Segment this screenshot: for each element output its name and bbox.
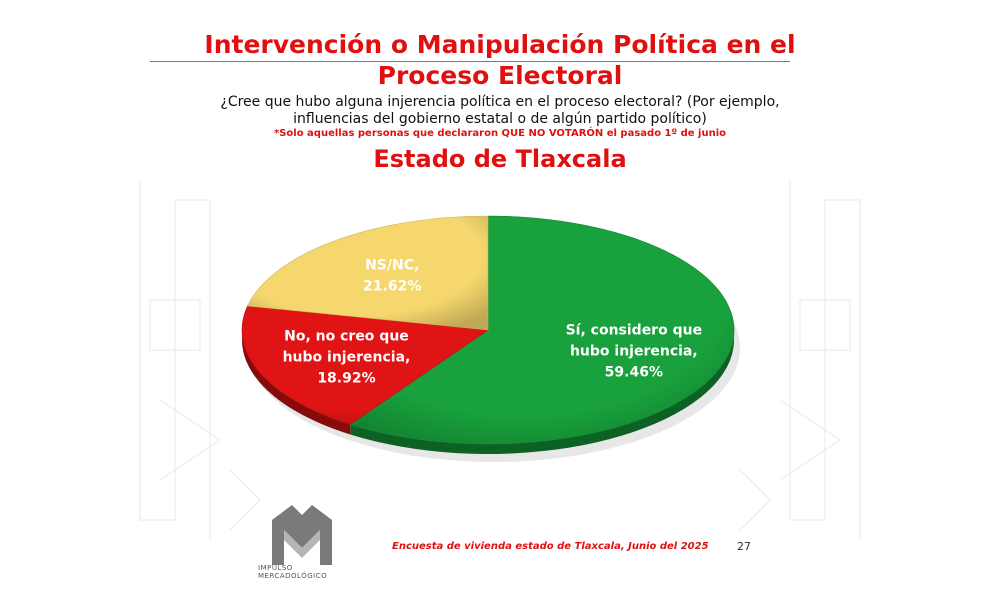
filter-note: *Solo aquellas personas que declararon Q… <box>273 128 727 139</box>
chart-title-line-2: Proceso Electoral <box>377 61 623 90</box>
logo-wordmark-line-2: MERCADOLÓGICO <box>258 572 328 580</box>
page-number: 27 <box>737 540 751 553</box>
slice-label-1-line-1: Sí, considero que <box>566 323 703 339</box>
pie-slice-1 <box>349 215 735 445</box>
pie-slice-3 <box>247 215 489 331</box>
slice-label-2: No, no creo que hubo injerencia, 18.92% <box>283 328 411 386</box>
title-underline <box>150 61 790 62</box>
slice-label-1: Sí, considero que hubo injerencia, 59.46% <box>566 323 703 381</box>
slice-label-1-line-3: 59.46% <box>605 365 663 381</box>
slice-label-2-line-2: hubo injerencia, <box>283 349 411 365</box>
survey-question: ¿Cree que hubo alguna injerencia polític… <box>150 94 850 128</box>
chart-subtitle: Estado de Tlaxcala <box>373 145 627 173</box>
slice-label-3: NS/NC, 21.62% <box>363 258 421 295</box>
survey-question-line-2: influencias del gobierno estatal o de al… <box>293 111 707 127</box>
slice-label-1-line-2: hubo injerencia, <box>570 344 698 360</box>
survey-question-line-1: ¿Cree que hubo alguna injerencia polític… <box>220 94 780 110</box>
logo-wordmark-line-1: IMPULSO <box>258 564 293 572</box>
slice-label-2-line-3: 18.92% <box>317 370 375 386</box>
source-note: Encuesta de vivienda estado de Tlaxcala,… <box>392 541 709 552</box>
slice-label-3-line-2: 21.62% <box>363 279 421 295</box>
pie-slice-2 <box>241 305 489 425</box>
slice-label-2-line-1: No, no creo que <box>284 328 409 344</box>
pie-slice-side-2 <box>242 305 351 435</box>
chart-title-line-1: Intervención o Manipulación Política en … <box>204 30 796 59</box>
impulso-logo <box>272 505 332 565</box>
slice-label-3-line-1: NS/NC, <box>365 258 419 274</box>
logo-wordmark: IMPULSO MERCADOLÓGICO <box>258 564 348 580</box>
